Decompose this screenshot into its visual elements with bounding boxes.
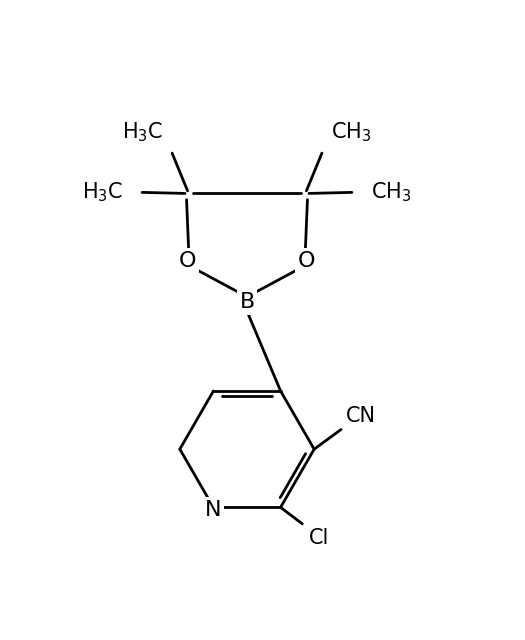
Text: O: O bbox=[179, 251, 196, 271]
Text: $\mathregular{CH_3}$: $\mathregular{CH_3}$ bbox=[331, 121, 371, 144]
Text: N: N bbox=[205, 500, 222, 520]
Text: Cl: Cl bbox=[309, 529, 330, 548]
Text: $\mathregular{H_3C}$: $\mathregular{H_3C}$ bbox=[122, 121, 163, 144]
Text: $\mathregular{H_3C}$: $\mathregular{H_3C}$ bbox=[82, 180, 123, 204]
Text: B: B bbox=[239, 292, 255, 312]
Text: O: O bbox=[298, 251, 315, 271]
Text: CN: CN bbox=[345, 406, 376, 426]
Text: $\mathregular{CH_3}$: $\mathregular{CH_3}$ bbox=[371, 180, 412, 204]
